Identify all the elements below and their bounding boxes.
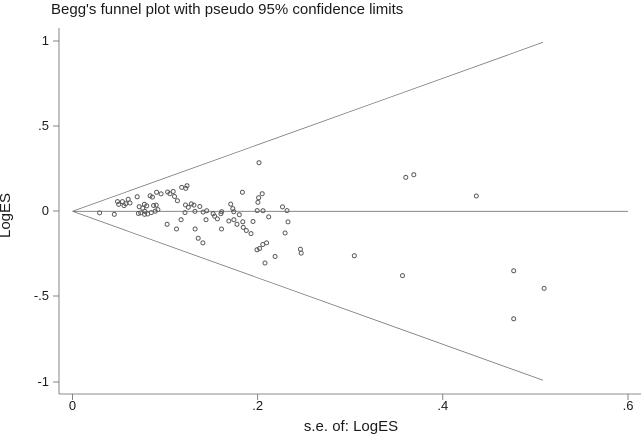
svg-text:.2: .2 (252, 398, 263, 413)
svg-text:Begg's funnel plot with pseudo: Begg's funnel plot with pseudo 95% confi… (51, 1, 403, 18)
svg-text:0: 0 (69, 398, 76, 413)
svg-text:0: 0 (42, 203, 49, 218)
svg-text:1: 1 (42, 33, 49, 48)
svg-text:-.5: -.5 (34, 288, 49, 303)
svg-text:.5: .5 (38, 118, 49, 133)
svg-text:s.e. of: LogES: s.e. of: LogES (304, 418, 398, 435)
svg-text:-1: -1 (37, 374, 49, 389)
svg-text:.4: .4 (437, 398, 448, 413)
svg-text:LogES: LogES (0, 193, 14, 238)
svg-text:.6: .6 (623, 398, 634, 413)
